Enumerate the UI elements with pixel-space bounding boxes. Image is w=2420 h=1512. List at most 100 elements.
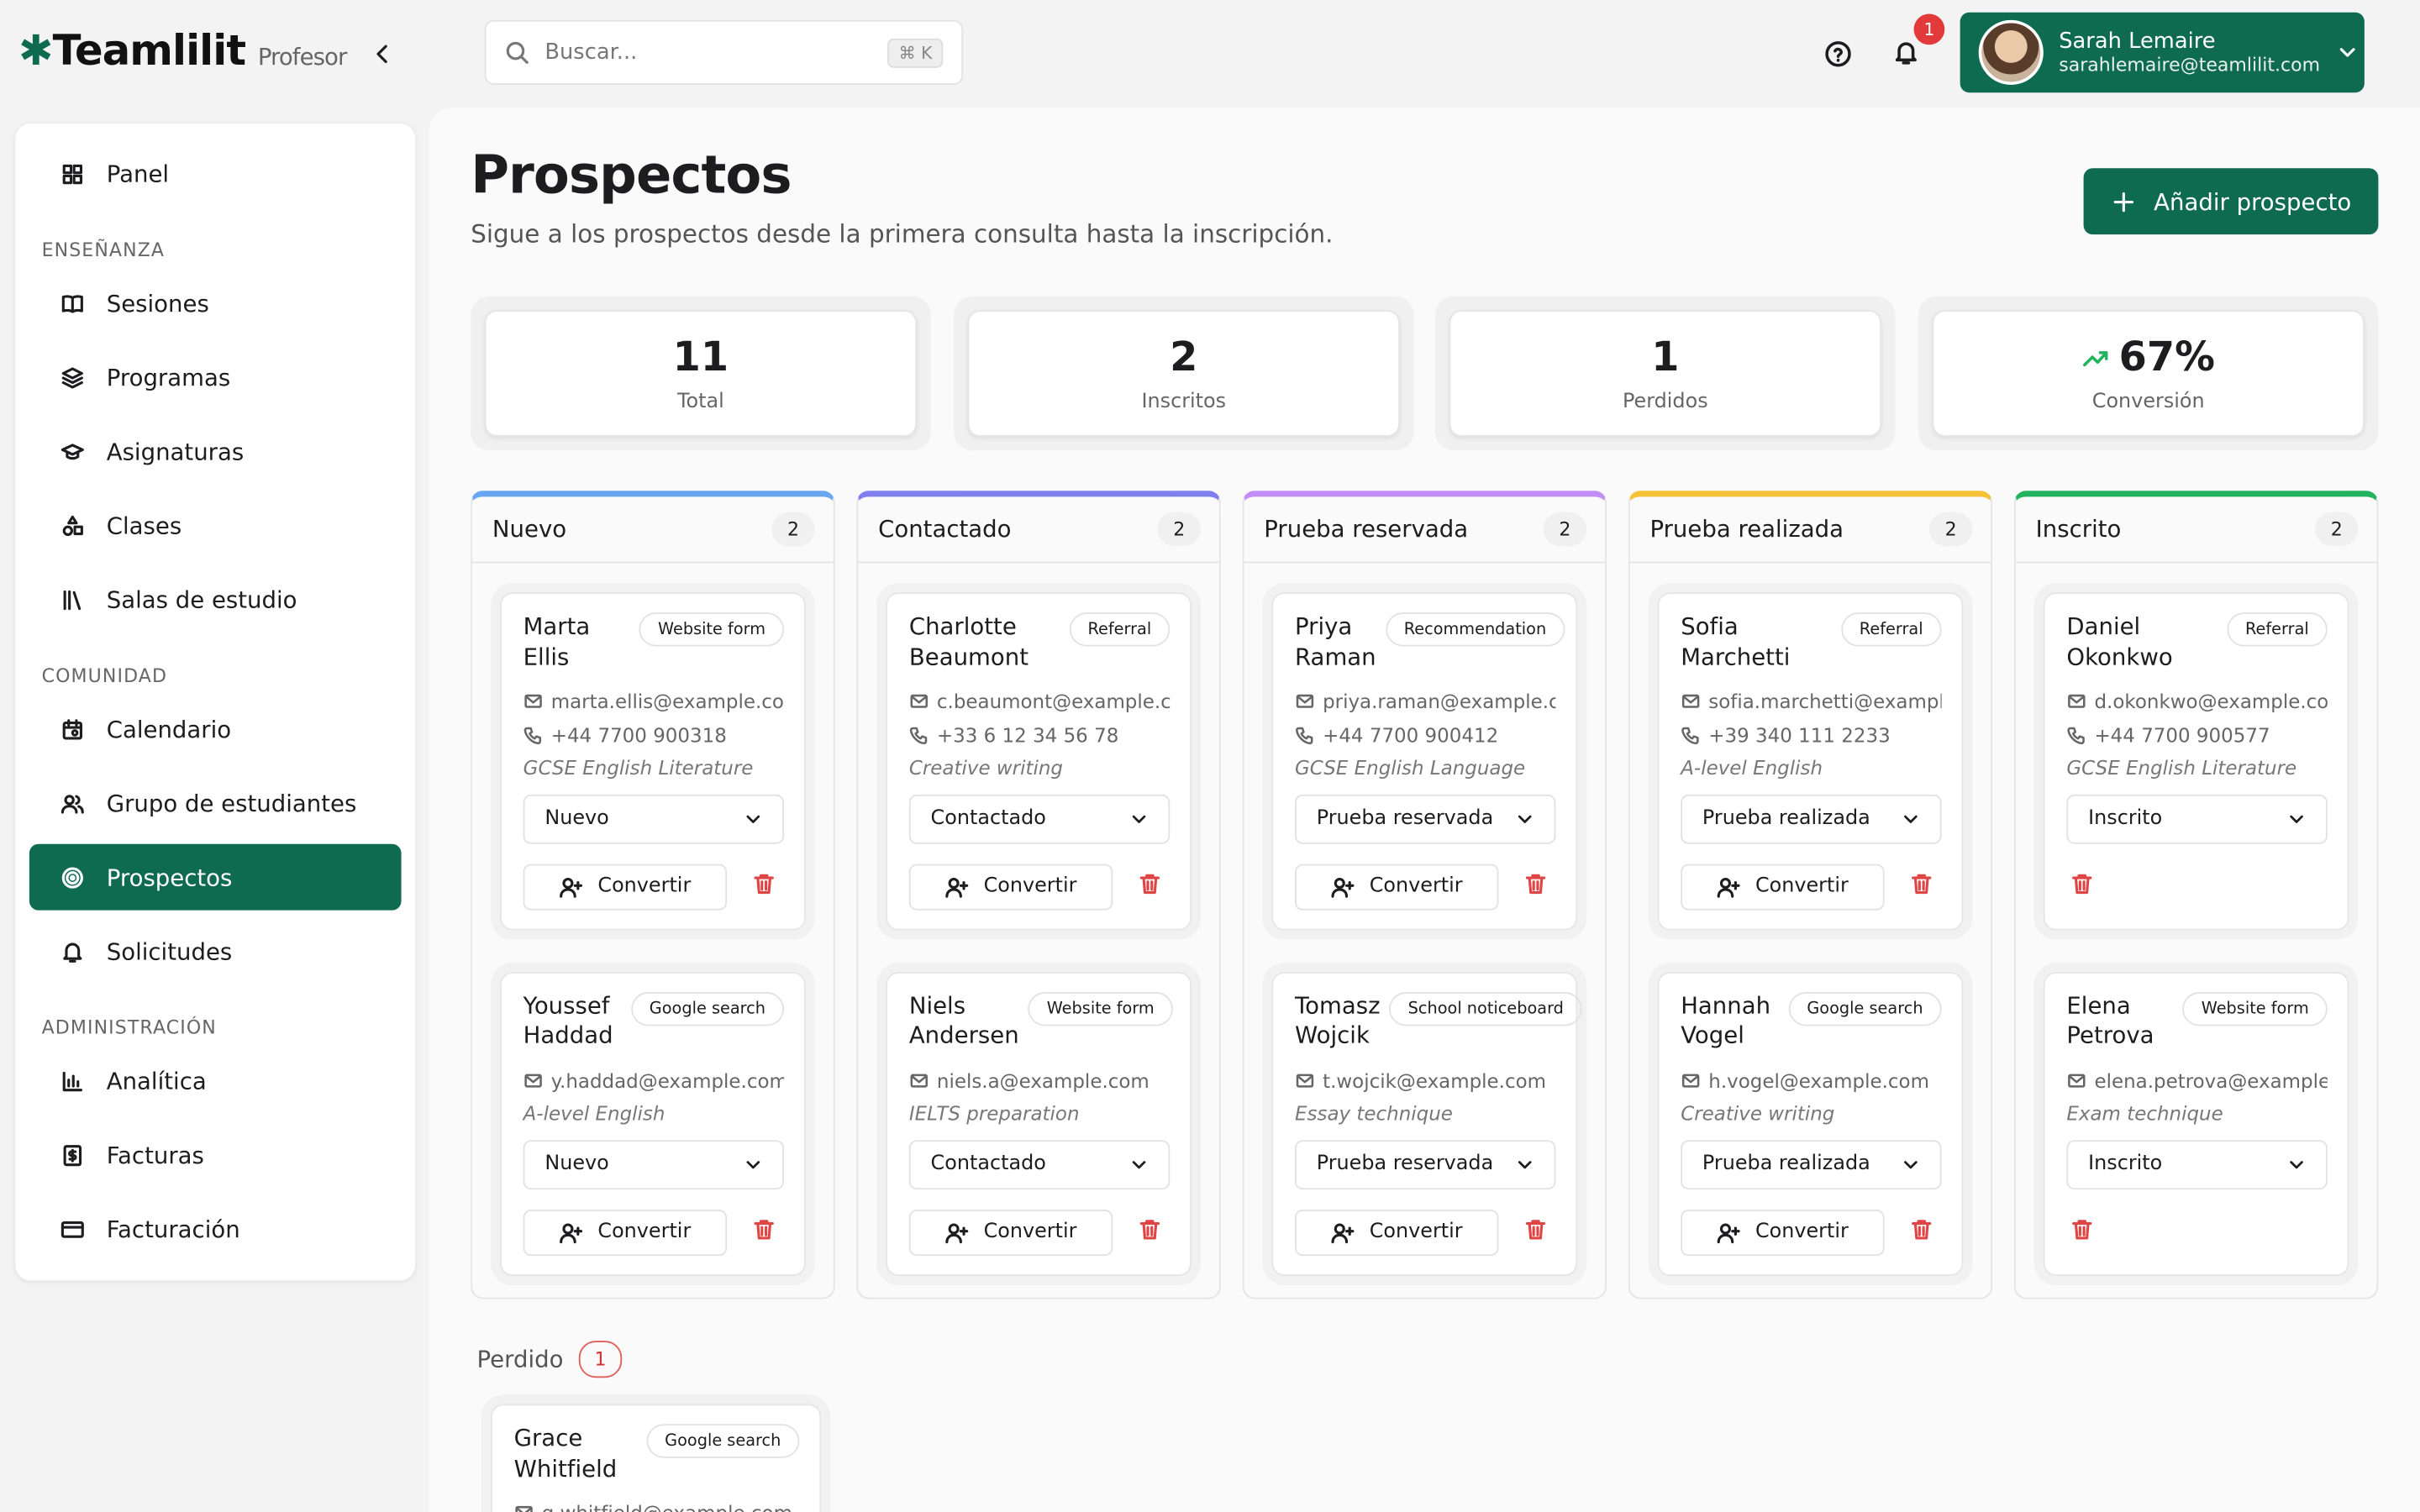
lead-email: elena.petrova@example.com <box>2066 1063 2328 1096</box>
convert-button[interactable]: Convertir <box>908 863 1113 910</box>
convert-button[interactable]: Convertir <box>1295 863 1499 910</box>
lead-name: Marta Ellis <box>523 612 591 671</box>
nav-item[interactable]: Calendario <box>29 696 402 762</box>
nav-label: Solicitudes <box>106 937 233 965</box>
brand-name: Teamlilit <box>52 28 246 76</box>
stat-inner: 2 Inscritos <box>967 310 1400 437</box>
lead-program: Essay technique <box>1295 1101 1453 1125</box>
convert-label: Convertir <box>1369 874 1463 898</box>
column-count: 2 <box>771 512 815 547</box>
icon <box>1904 1160 1918 1168</box>
nav-label: Grupo de estudiantes <box>106 789 357 817</box>
nav-item[interactable]: Asignaturas <box>29 418 402 485</box>
nav-item[interactable]: Facturas <box>29 1121 402 1188</box>
stat-inner: 1 Perdidos <box>1449 310 1881 437</box>
avatar <box>1978 19 2044 86</box>
email-text: h.vogel@example.com <box>1708 1068 1929 1092</box>
nav-item[interactable]: Grupo de estudiantes <box>29 770 402 837</box>
delete-button[interactable] <box>1520 871 1548 902</box>
delete-button[interactable] <box>1906 1216 1933 1247</box>
nav-item[interactable]: Prospectos <box>29 843 402 911</box>
stat-value: 11 <box>673 334 729 381</box>
icon <box>2290 1160 2303 1168</box>
convert-button[interactable]: Convertir <box>523 863 728 910</box>
icon <box>746 1160 760 1168</box>
card-top: Youssef Haddad Google search <box>523 991 785 1052</box>
icon <box>1296 1074 1314 1088</box>
icon <box>2068 695 2086 709</box>
status-select[interactable]: Nuevo <box>523 1139 785 1189</box>
icon <box>523 727 542 744</box>
status-select[interactable]: Contactado <box>908 794 1171 843</box>
lead-source: Google search <box>1788 991 1942 1026</box>
search-box[interactable]: Buscar... ⌘ K <box>484 19 964 86</box>
email-text: marta.ellis@example.com <box>550 690 785 713</box>
column-cards: Sofia Marchetti Referral sofia.marchetti@e… <box>1630 563 1991 1305</box>
board-column: Prueba reservada 2 Priya Raman Recommendati… <box>1242 491 1607 1299</box>
lead-name: Sofia Marchetti <box>1681 612 1791 671</box>
email-text: sofia.marchetti@example.com <box>1708 690 1941 713</box>
lead-phone: +39 340 111 2233 <box>1681 718 1941 751</box>
status-select[interactable]: Prueba reservada <box>1295 794 1556 843</box>
icon <box>60 1221 84 1237</box>
delete-button[interactable] <box>2066 871 2094 902</box>
email-text: niels.a@example.com <box>936 1068 1150 1092</box>
status-select[interactable]: Prueba realizada <box>1681 1139 1942 1189</box>
nav-item[interactable]: Solicitudes <box>29 918 402 984</box>
lead-program: GCSE English Literature <box>2066 756 2297 780</box>
delete-button[interactable] <box>1134 871 1162 902</box>
nav-item[interactable]: Salas de estudio <box>29 566 402 633</box>
stat-label: Inscritos <box>1141 389 1227 413</box>
help-button[interactable] <box>1824 40 1852 68</box>
board-column: Inscrito 2 Daniel Okonkwo Referral d.okonkwo… <box>2013 491 2379 1299</box>
nav-item[interactable]: Programas <box>29 344 402 411</box>
notifications-button[interactable] <box>1892 39 1920 66</box>
column-cards: Daniel Okonkwo Referral d.okonkwo@example.… <box>2016 563 2377 1305</box>
status-select[interactable]: Nuevo <box>523 794 785 843</box>
icon <box>2072 873 2092 894</box>
convert-button[interactable]: Convertir <box>908 1209 1113 1256</box>
nav-label: Facturación <box>106 1215 240 1243</box>
stat-card: 1 Perdidos <box>1435 296 1896 451</box>
status-select[interactable]: Contactado <box>908 1139 1171 1189</box>
email-text: d.okonkwo@example.com <box>2094 690 2328 713</box>
delete-button[interactable] <box>2066 1216 2094 1247</box>
lead-email: niels.a@example.com <box>909 1063 1170 1096</box>
convert-button[interactable]: Convertir <box>523 1209 728 1256</box>
lead-card: Daniel Okonkwo Referral d.okonkwo@example.… <box>2043 592 2349 930</box>
lead-program: IELTS preparation <box>908 1101 1080 1125</box>
icon <box>1132 814 1146 822</box>
convert-button[interactable]: Convertir <box>1681 863 1885 910</box>
icon <box>560 877 583 897</box>
nav-item[interactable]: Clases <box>29 492 402 559</box>
sidebar: Panel ENSEÑANZA Sesiones Programas Asignatur… <box>15 123 416 1281</box>
user-menu[interactable]: Sarah Lemaire sarahlemaire@teamlilit.com <box>1960 12 2365 93</box>
icon <box>62 514 83 536</box>
delete-button[interactable] <box>749 871 776 902</box>
column-cards: Charlotte Beaumont Referral c.beaumont@exa… <box>858 563 1219 1305</box>
delete-button[interactable] <box>1906 871 1933 902</box>
status-select[interactable]: Prueba realizada <box>1681 794 1942 843</box>
lead-source: Google search <box>646 1424 800 1458</box>
collapse-button[interactable] <box>371 42 395 66</box>
icon <box>1681 695 1700 709</box>
convert-button[interactable]: Convertir <box>1295 1209 1499 1256</box>
icon <box>945 1222 969 1243</box>
status-select[interactable]: Inscrito <box>2066 794 2328 843</box>
convert-button[interactable]: Convertir <box>1681 1209 1885 1256</box>
delete-button[interactable] <box>749 1216 776 1247</box>
status-text: Nuevo <box>544 806 609 831</box>
nav-item[interactable]: Panel <box>29 140 402 207</box>
brand: ✱Teamlilit Profesor <box>18 28 347 76</box>
add-button[interactable]: Añadir prospecto <box>2083 168 2379 235</box>
delete-button[interactable] <box>1520 1216 1548 1247</box>
delete-button[interactable] <box>1134 1216 1162 1247</box>
stat-value: 67% <box>2082 334 2215 381</box>
status-select[interactable]: Inscrito <box>2066 1139 2328 1189</box>
nav-item[interactable]: Sesiones <box>29 270 402 336</box>
nav-item[interactable]: Facturación <box>29 1195 402 1262</box>
icon <box>1681 1074 1700 1088</box>
nav-item[interactable]: Analítica <box>29 1047 402 1114</box>
status-select[interactable]: Prueba reservada <box>1295 1139 1556 1189</box>
